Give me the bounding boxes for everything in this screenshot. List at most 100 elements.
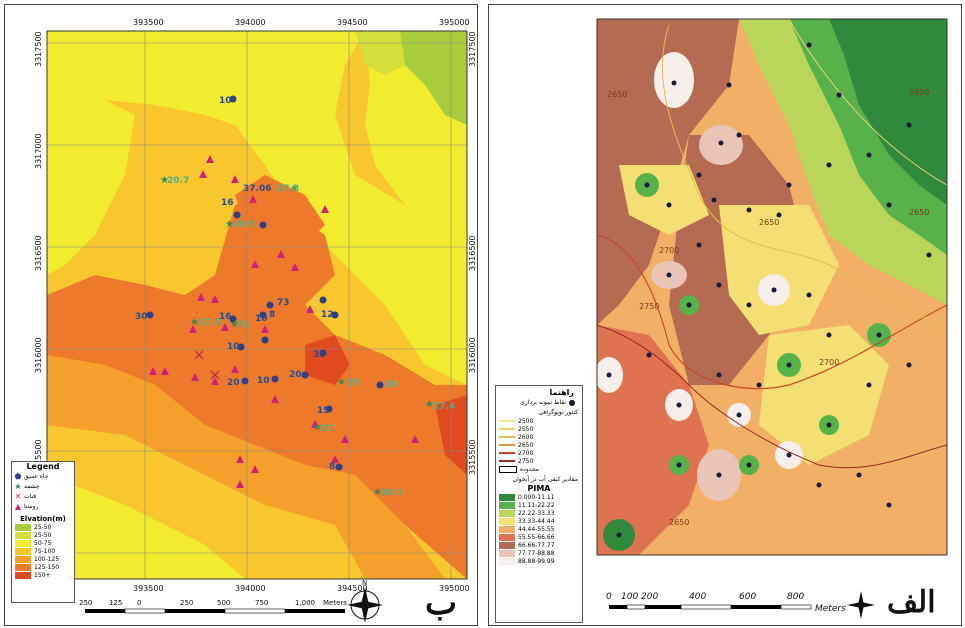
value-label: 30 [313, 350, 326, 360]
y-tick-left: 3317500 [34, 31, 43, 67]
scale-unit: Meters [815, 604, 846, 614]
pima-class: 44.44-55.55 [496, 525, 582, 533]
x-tick-bottom: 395000 [439, 584, 470, 593]
pima-class: 66.66-77.77 [496, 541, 582, 549]
value-label: 15 [317, 406, 330, 416]
map-panel-b: 393500 394000 394500 395000 393500 39400… [4, 4, 478, 626]
svg-text:★: ★ [425, 399, 434, 410]
value-label: 31 [237, 320, 250, 330]
village-markers [149, 155, 419, 488]
contour-class: 2500 [496, 417, 582, 425]
grid-lines [47, 31, 467, 579]
scale-label: 250 [180, 599, 193, 607]
scale-label: 600 [739, 592, 756, 602]
contour-label: 2700 [819, 358, 839, 367]
value-label: 8 [329, 462, 335, 472]
scale-label: 1,000 [295, 599, 315, 607]
index-name: PIMA [527, 484, 551, 493]
value-label: 20 [289, 370, 302, 380]
scale-label: 0 [137, 599, 141, 607]
pima-class: 55.55-66.66 [496, 533, 582, 541]
x-tick-top: 394500 [337, 18, 368, 27]
scale-label: 100 [621, 592, 638, 602]
scale-label: 800 [787, 592, 804, 602]
contour-class: 2600 [496, 433, 582, 441]
well-markers [146, 95, 384, 471]
x-tick-top: 393500 [133, 18, 164, 27]
contour-class: 2550 [496, 425, 582, 433]
y-tick-left: 3316500 [34, 235, 43, 271]
svg-text:★: ★ [190, 317, 199, 328]
svg-text:★: ★ [230, 319, 239, 330]
legend-sample-row: نقاط نمونه برداری ● [496, 397, 582, 407]
value-label: 10 [227, 342, 240, 352]
svg-text:★: ★ [313, 422, 322, 433]
value-label: 35 [347, 378, 360, 388]
value-label: 10.3 [381, 488, 403, 498]
pima-class: 88.88-99.99 [496, 557, 582, 565]
sample-points [606, 42, 932, 538]
contour-label: 2650 [909, 88, 929, 97]
value-label: 20.5 [233, 220, 255, 230]
boundary-row: محدوده [496, 465, 582, 474]
y-tick-left: 3316000 [34, 337, 43, 373]
scale-label: 200 [641, 592, 658, 602]
legend-contour-title: کنتور توپوگرافی [538, 408, 578, 416]
value-label: 20.7 [167, 176, 189, 186]
value-label: 17.8 [199, 318, 221, 328]
elevation-class: 125-150 [12, 563, 74, 571]
elevation-class: 25-50 [12, 531, 74, 539]
elevation-class: 50-75 [12, 539, 74, 547]
contour-class: 2700 [496, 449, 582, 457]
elevation-class: 25-50 [12, 523, 74, 531]
value-label: 73 [277, 298, 290, 308]
x-tick-bottom: 394500 [337, 584, 368, 593]
map-panel-a: 2650 2700 2750 2650 2650 2650 2700 2650 … [488, 4, 962, 626]
value-label: 17 [321, 424, 334, 434]
elevation-map-b: 393500 394000 394500 395000 393500 39400… [5, 5, 477, 625]
svg-text:N: N [362, 579, 367, 587]
triangle-icon: ▲ [14, 501, 22, 511]
spring-markers: ★ ★ ★ ★ ★ ★ ★ ★ ★ [160, 175, 434, 498]
qanat-markers [194, 350, 220, 380]
dot-icon: ● [568, 397, 576, 407]
elevation-surface [47, 31, 467, 579]
value-label: 20 [227, 378, 240, 388]
pima-class: 77.77-88.88 [496, 549, 582, 557]
pima-map-a: 2650 2700 2750 2650 2650 2650 2700 2650 … [489, 5, 961, 625]
elevation-title: Elvation(m) [20, 515, 66, 523]
pima-class: 22.22-33.33 [496, 509, 582, 517]
contour-label: 2650 [669, 518, 689, 527]
value-label: 37.06 [243, 184, 271, 194]
x-tick-top: 395000 [439, 18, 470, 27]
panel-letter-a: الف [887, 585, 936, 620]
legend-symbol-row: ★ چشمه [12, 481, 74, 491]
y-tick-right: 3316500 [468, 235, 477, 271]
contour-class: 2750 [496, 457, 582, 465]
legend-b: Legend ⬟ چاه عمیق ★ چشمه ✕ قنات ▲ روستا Elva… [11, 461, 75, 603]
legend-symbol-row: ✕ قنات [12, 491, 74, 501]
contour-label: 2650 [759, 218, 779, 227]
y-tick-left: 3317000 [34, 133, 43, 169]
panel-letter-b: ب [425, 583, 458, 623]
pima-class: 0.000-11.11 [496, 493, 582, 501]
value-label: 10 [257, 376, 270, 386]
scale-label: 750 [255, 599, 268, 607]
legend-symbol-row: ▲ روستا [12, 501, 74, 511]
pima-class: 33.33-44.44 [496, 517, 582, 525]
scale-unit: Meters [323, 599, 347, 607]
contour-class: 2650 [496, 441, 582, 449]
value-label: 12 [321, 310, 334, 320]
value-label: 30 [135, 312, 148, 322]
scale-label: 400 [689, 592, 706, 602]
scale-label: 250 [79, 599, 92, 607]
contour-label: 2650 [607, 90, 627, 99]
legend-symbol-row: ⬟ چاه عمیق [12, 471, 74, 481]
scale-label: 500 [217, 599, 230, 607]
star-icon: ★ [14, 481, 22, 491]
pima-class: 11.11-22.22 [496, 501, 582, 509]
svg-text:★: ★ [373, 487, 382, 498]
value-label: 10 [385, 380, 398, 390]
pentagon-icon: ⬟ [14, 471, 22, 481]
elevation-class: 150+ [12, 571, 74, 579]
